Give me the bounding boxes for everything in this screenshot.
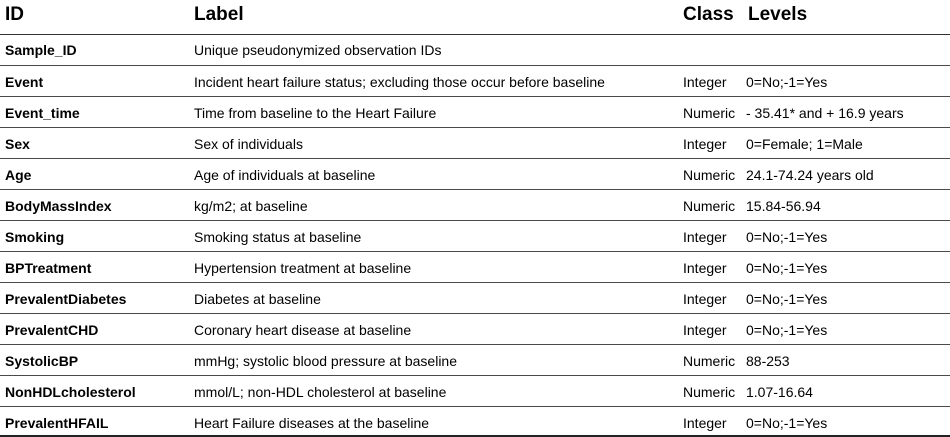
header-label: Label (194, 4, 244, 25)
header-class: Class (683, 4, 734, 25)
table-row: Sample_ID Unique pseudonymized observatio… (0, 35, 950, 66)
cell-levels: 0=No;-1=Yes (746, 229, 828, 245)
cell-class: Integer (683, 291, 727, 307)
cell-class: Numeric (683, 353, 736, 369)
cell-id: Event_time (5, 105, 80, 121)
cell-class: Integer (683, 74, 727, 90)
cell-id: SystolicBP (5, 353, 79, 369)
table-row: Age Age of individuals at baseline Numeric… (0, 159, 950, 190)
cell-label: mmHg; systolic blood pressure at baselin… (194, 353, 458, 369)
table-body: Sample_ID Unique pseudonymized observatio… (0, 35, 950, 437)
cell-class: Integer (683, 415, 727, 431)
cell-id: Event (5, 74, 44, 90)
cell-label: Sex of individuals (194, 136, 303, 152)
table-row: Event Incident heart failure status; excl… (0, 66, 950, 97)
cell-label: Incident heart failure status; excluding… (194, 74, 605, 90)
table-row: SystolicBP mmHg; systolic blood pressure … (0, 345, 950, 376)
table-header: ID Label Class Levels (0, 0, 950, 35)
cell-levels: 24.1-74.24 years old (746, 167, 874, 183)
cell-levels: 15.84-56.94 (746, 198, 821, 214)
header-id: ID (5, 4, 24, 25)
table-row: BPTreatment Hypertension treatment at bas… (0, 252, 950, 283)
cell-levels: 0=No;-1=Yes (746, 291, 828, 307)
cell-levels: 0=No;-1=Yes (746, 74, 828, 90)
table-row: PrevalentHFAIL Heart Failure diseases at … (0, 407, 950, 437)
table-row: NonHDLcholesterol mmol/L; non-HDL cholest… (0, 376, 950, 407)
cell-id: Sample_ID (5, 42, 77, 58)
cell-class: Integer (683, 260, 727, 276)
cell-levels: - 35.41* and + 16.9 years (746, 105, 904, 121)
cell-label: mmol/L; non-HDL cholesterol at baseline (194, 384, 447, 400)
table-row: PrevalentCHD Coronary heart disease at ba… (0, 314, 950, 345)
table-row: BodyMassIndex kg/m2; at baseline Numeric 15… (0, 190, 950, 221)
cell-levels: 0=Female; 1=Male (746, 136, 863, 152)
cell-id: PrevalentCHD (5, 322, 99, 338)
table-row: PrevalentDiabetes Diabetes at baseline Int… (0, 283, 950, 314)
cell-class: Numeric (683, 167, 736, 183)
table-row: Event_time Time from baseline to the Hear… (0, 97, 950, 128)
cell-id: Age (5, 167, 32, 183)
cell-id: BPTreatment (5, 260, 92, 276)
cell-levels: 0=No;-1=Yes (746, 322, 828, 338)
cell-levels: 0=No;-1=Yes (746, 415, 828, 431)
cell-class: Integer (683, 229, 727, 245)
cell-levels: 1.07-16.64 (746, 384, 813, 400)
cell-label: Unique pseudonymized observation IDs (194, 42, 442, 58)
cell-id: Sex (5, 136, 30, 152)
cell-id: Smoking (5, 229, 65, 245)
cell-label: kg/m2; at baseline (194, 198, 308, 214)
cell-class: Numeric (683, 105, 736, 121)
cell-class: Numeric (683, 384, 736, 400)
cell-levels: 88-253 (746, 353, 790, 369)
cell-id: NonHDLcholesterol (5, 384, 136, 400)
cell-id: BodyMassIndex (5, 198, 112, 214)
cell-label: Time from baseline to the Heart Failure (194, 105, 437, 121)
cell-label: Coronary heart disease at baseline (194, 322, 412, 338)
header-levels: Levels (748, 4, 808, 25)
cell-label: Heart Failure diseases at the baseline (194, 415, 430, 431)
cell-class: Integer (683, 136, 727, 152)
cell-levels: 0=No;-1=Yes (746, 260, 828, 276)
cell-label: Diabetes at baseline (194, 291, 321, 307)
cell-label: Hypertension treatment at baseline (194, 260, 412, 276)
cell-id: PrevalentDiabetes (5, 291, 127, 307)
table-row: Smoking Smoking status at baseline Integer… (0, 221, 950, 252)
table-row: Sex Sex of individuals Integer 0=Female; 1=… (0, 128, 950, 159)
cell-class: Numeric (683, 198, 736, 214)
cell-id: PrevalentHFAIL (5, 415, 109, 431)
cell-label: Age of individuals at baseline (194, 167, 376, 183)
cell-class: Integer (683, 322, 727, 338)
cell-label: Smoking status at baseline (194, 229, 362, 245)
